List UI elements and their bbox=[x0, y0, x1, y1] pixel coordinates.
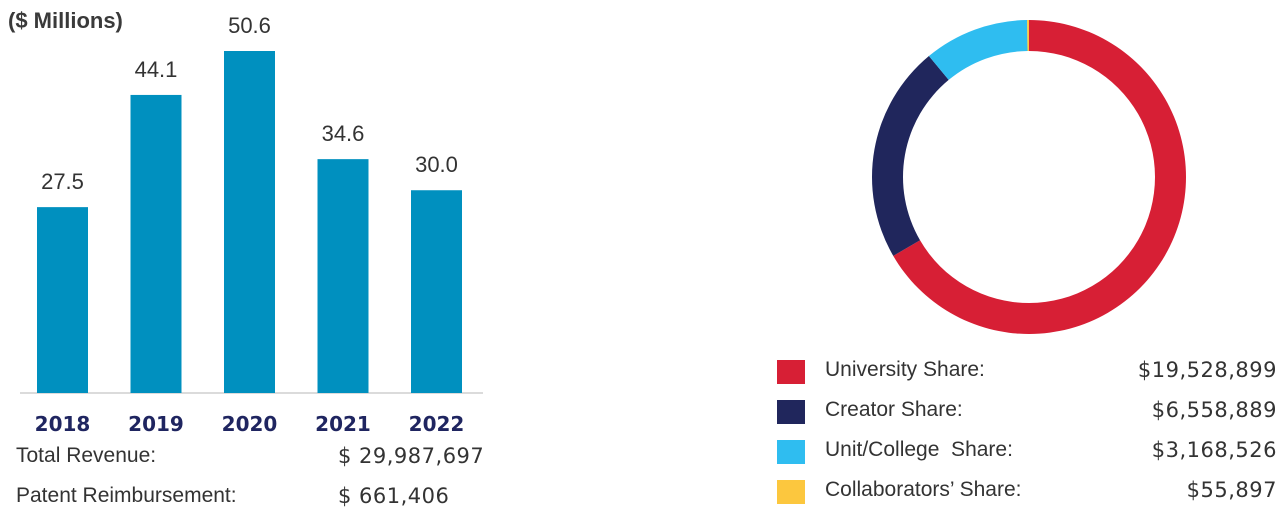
x-tick-label-2022: 2022 bbox=[409, 412, 465, 436]
legend-label-university: University Share: bbox=[825, 358, 985, 381]
legend-value-unit-college: $3,168,526 bbox=[1151, 438, 1277, 462]
legend-label-creator: Creator Share: bbox=[825, 398, 963, 421]
bar-value-label-2018: 27.5 bbox=[41, 169, 84, 194]
x-tick-label-2020: 2020 bbox=[222, 412, 278, 436]
legend-swatch-collaborators bbox=[777, 480, 805, 504]
patent-reimbursement-label: Patent Reimbursement: bbox=[16, 484, 237, 507]
legend-swatch-creator bbox=[777, 400, 805, 424]
legend-value-creator: $6,558,889 bbox=[1151, 398, 1277, 422]
legend-item-university: University Share: $19,528,899 bbox=[777, 357, 1277, 387]
legend-item-creator: Creator Share: $6,558,889 bbox=[777, 397, 1277, 427]
bar-2021 bbox=[317, 159, 369, 393]
legend-label-collaborators: Collaborators’ Share: bbox=[825, 478, 1022, 501]
bar-chart: 27.5 2018 44.1 2019 50.6 2020 34.6 2021 30.0 2022 bbox=[20, 13, 483, 436]
legend-label-unit-college: Unit/College Share: bbox=[825, 438, 1013, 461]
bar-value-label-2022: 30.0 bbox=[415, 152, 458, 177]
donut-slice-creator bbox=[872, 56, 949, 256]
legend-item-collaborators: Collaborators’ Share: $55,897 bbox=[777, 477, 1277, 507]
bar-value-label-2020: 50.6 bbox=[228, 13, 271, 38]
bar-2022 bbox=[411, 190, 462, 393]
legend-item-unit-college: Unit/College Share: $3,168,526 bbox=[777, 437, 1277, 467]
x-tick-label-2018: 2018 bbox=[35, 412, 91, 436]
bar-2018 bbox=[37, 207, 88, 393]
donut-slice-unit-college bbox=[928, 20, 1028, 80]
bar-value-label-2019: 44.1 bbox=[135, 57, 178, 82]
donut-chart bbox=[872, 20, 1186, 334]
donut-slice-collaborators bbox=[1027, 20, 1029, 52]
bar-2020 bbox=[224, 51, 275, 393]
legend-value-collaborators: $55,897 bbox=[1186, 478, 1277, 502]
legend-swatch-university bbox=[777, 360, 805, 384]
x-tick-label-2021: 2021 bbox=[315, 412, 371, 436]
legend-swatch-unit-college bbox=[777, 440, 805, 464]
patent-reimbursement-value: $ 661,406 bbox=[338, 484, 450, 508]
total-revenue-value: $ 29,987,697 bbox=[338, 444, 485, 468]
bar-value-label-2021: 34.6 bbox=[322, 121, 365, 146]
bar-2019 bbox=[130, 94, 182, 394]
total-revenue-label: Total Revenue: bbox=[16, 444, 157, 467]
legend-value-university: $19,528,899 bbox=[1137, 358, 1277, 382]
unit-label: ($ Millions) bbox=[8, 8, 123, 33]
x-tick-label-2019: 2019 bbox=[128, 412, 184, 436]
